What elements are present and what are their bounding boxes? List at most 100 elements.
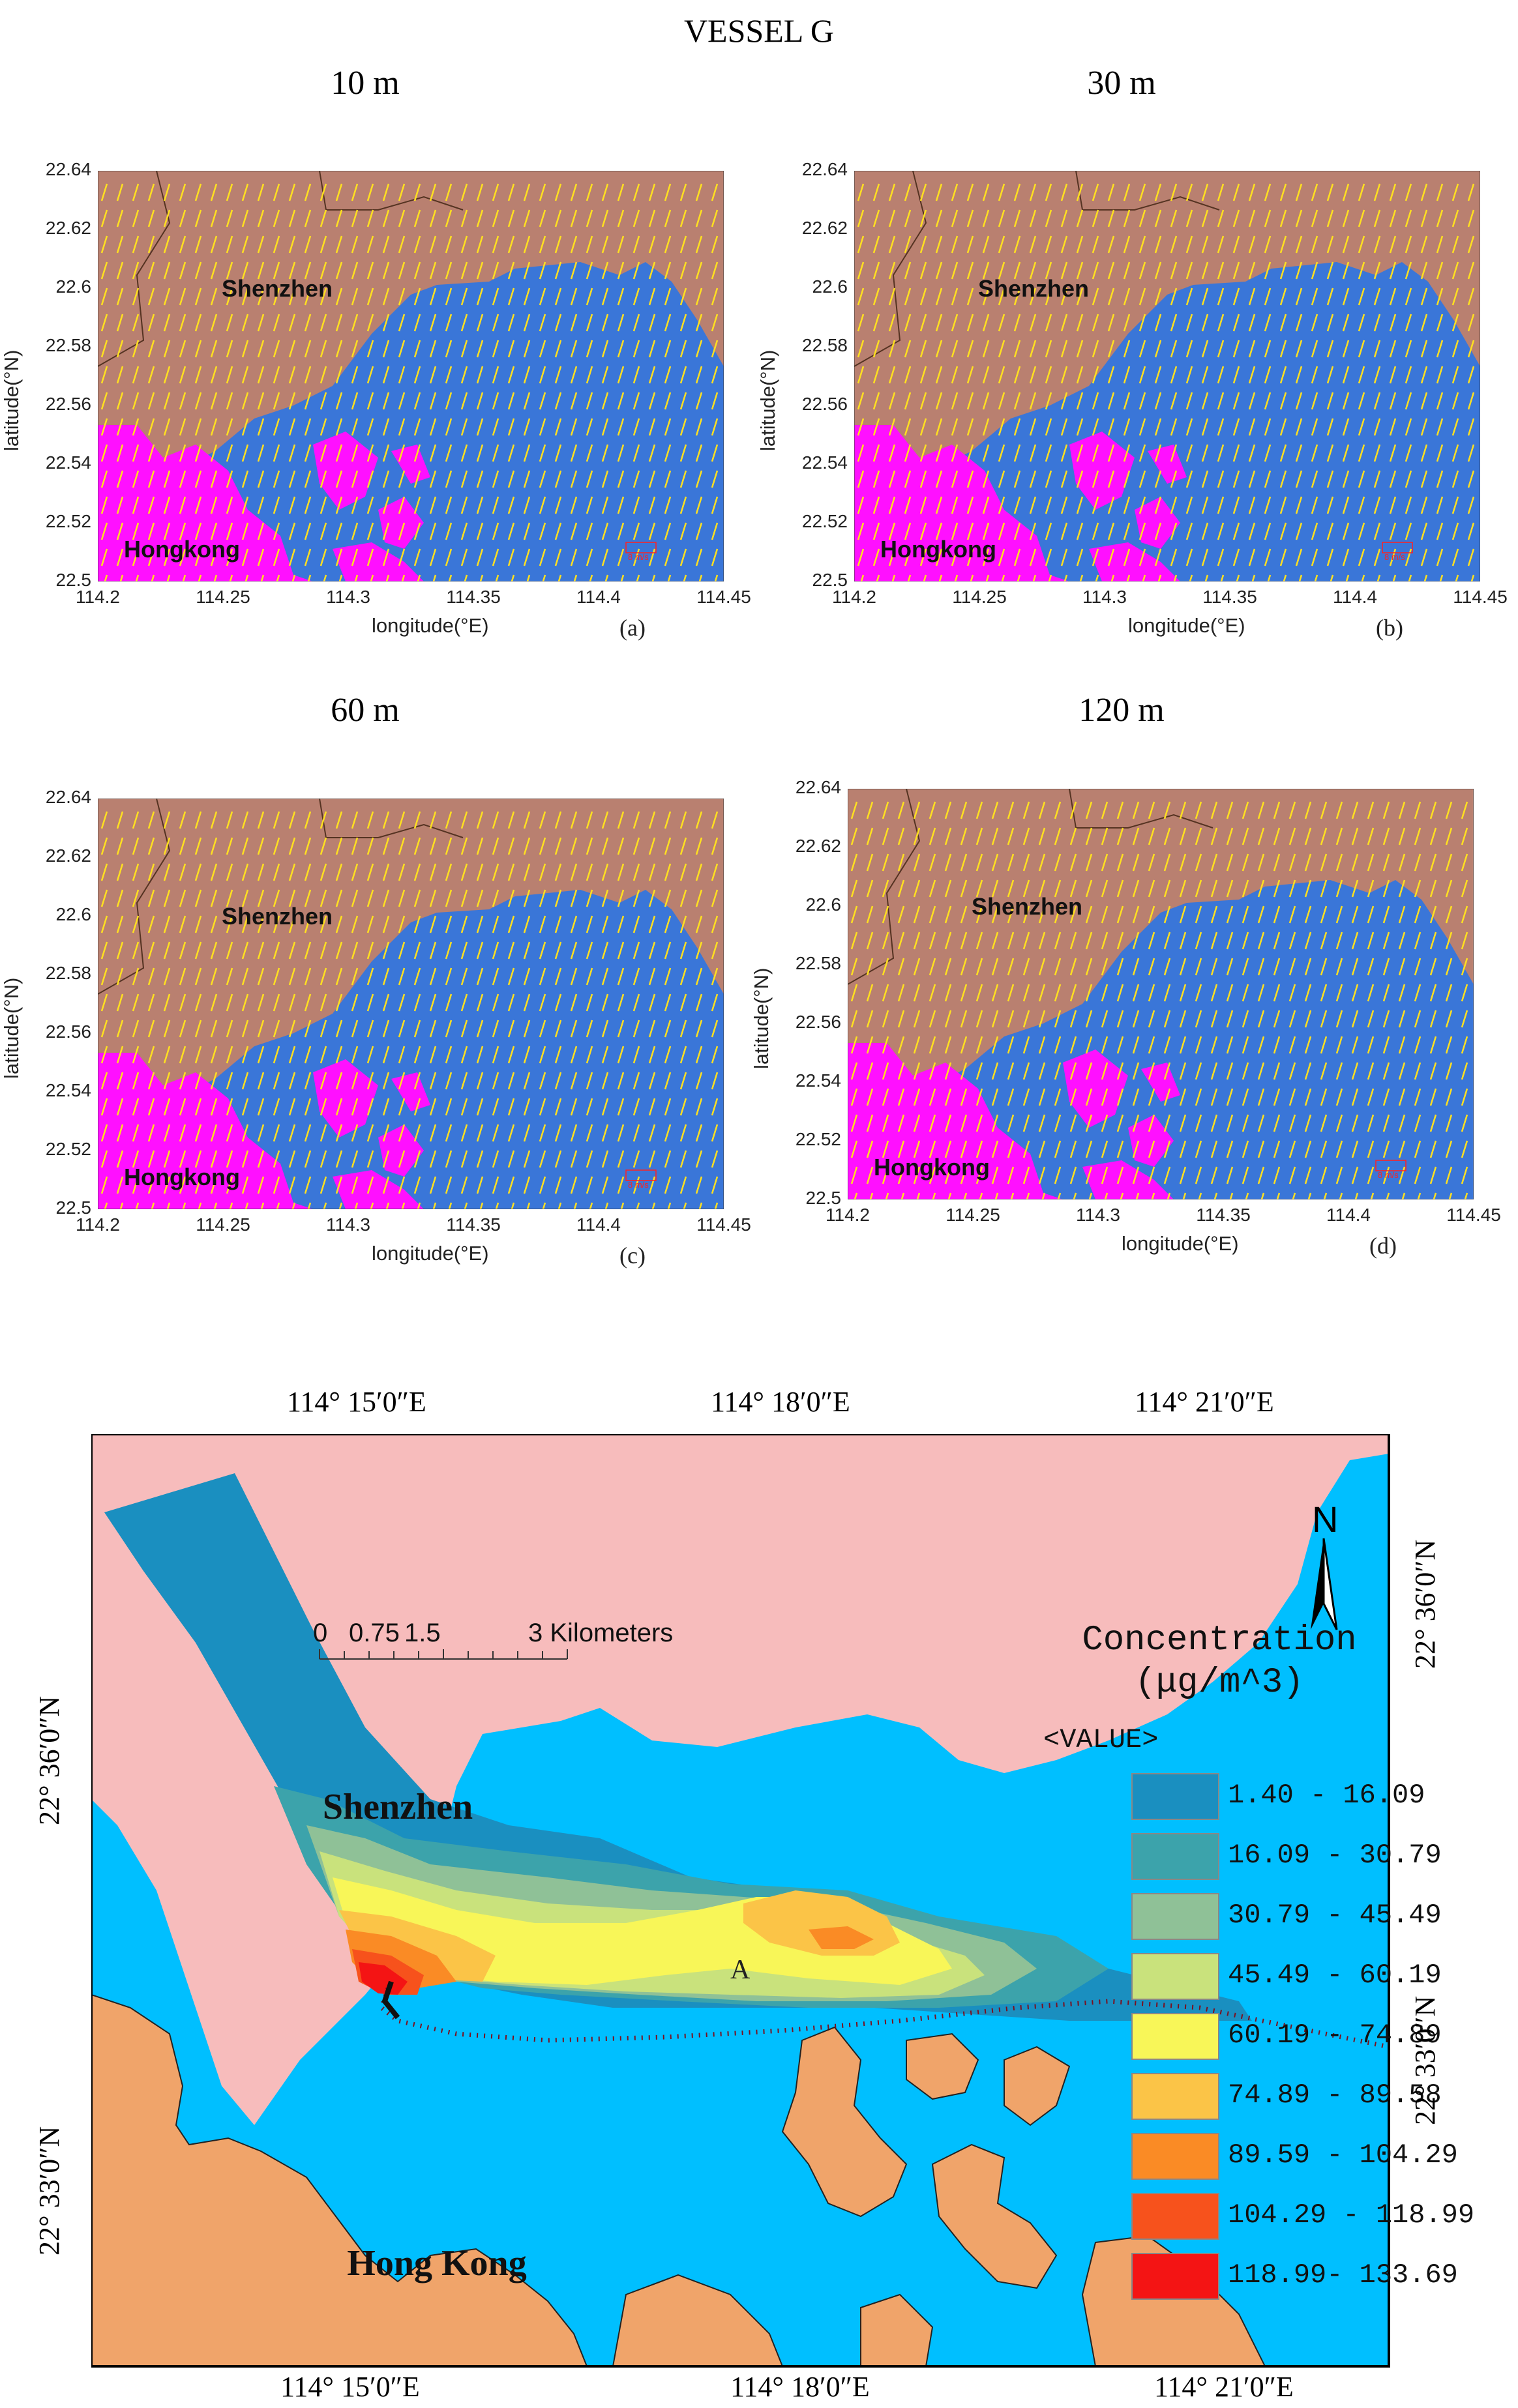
hongkong-label: Hong Kong xyxy=(347,2243,526,2283)
north-label: N xyxy=(1312,1499,1338,1540)
legend-swatch xyxy=(1131,2013,1219,2060)
scale-badge-box xyxy=(1382,542,1413,553)
sea-area xyxy=(848,880,1474,1199)
panel-height-title: 30 m xyxy=(1087,65,1156,102)
bottom-longitude-tick: 114° 18′0″E xyxy=(730,2371,870,2403)
island xyxy=(313,1059,378,1138)
legend-swatch xyxy=(1131,1833,1219,1880)
y-tick-label: 22.62 xyxy=(801,218,848,238)
plume-level-6 xyxy=(339,1890,900,1982)
legend-item: 89.59 - 104.29 xyxy=(1131,2133,1470,2180)
y-tick-label: 22.6 xyxy=(55,904,92,924)
x-tick-label: 114.4 xyxy=(576,1214,621,1235)
y-tick-label: 22.52 xyxy=(801,511,848,531)
x-tick-label: 114.2 xyxy=(832,587,876,607)
island xyxy=(378,1124,424,1177)
y-axis-label: latitude(°N) xyxy=(0,349,23,451)
y-tick-label: 22.54 xyxy=(45,1080,91,1100)
top-longitude-tick: 114° 15′0″E xyxy=(287,1386,426,1418)
y-tick-label: 22.5 xyxy=(812,570,848,590)
island xyxy=(378,497,424,549)
x-tick-label: 114.3 xyxy=(326,1214,370,1235)
plume-level-9 xyxy=(359,1962,408,1995)
land-south xyxy=(98,425,313,581)
legend-item: 45.49 - 60.19 xyxy=(1131,1953,1470,2000)
y-tick-label: 22.6 xyxy=(812,276,848,297)
x-tick-label: 114.4 xyxy=(1333,587,1377,607)
scale-bar-label-1: 0.75 xyxy=(349,1619,400,1647)
x-tick-label: 114.3 xyxy=(1076,1205,1120,1225)
legend-swatch xyxy=(1131,1893,1219,1940)
x-tick-label: 114.45 xyxy=(696,587,751,607)
left-latitude-tick: 22° 33′0″N xyxy=(33,2126,65,2255)
north-arrow-icon xyxy=(1311,1538,1338,1630)
figure-title: VESSEL G xyxy=(683,12,835,49)
land-south xyxy=(98,1053,313,1209)
border-line xyxy=(1069,789,1213,829)
island xyxy=(1082,1160,1174,1199)
x-tick-label: 114.2 xyxy=(76,587,120,607)
island xyxy=(313,432,378,510)
bottom-longitude-tick: 114° 15′0″E xyxy=(280,2371,420,2403)
panel-height-title: 120 m xyxy=(1079,692,1165,729)
y-tick-label: 22.64 xyxy=(45,787,91,807)
border-line xyxy=(98,171,171,367)
shenzhen-land xyxy=(91,1434,1389,2125)
x-tick-label: 114.45 xyxy=(696,1214,751,1235)
right-latitude-tick: 22° 33′0″N xyxy=(1409,1995,1441,2125)
y-tick-label: 22.52 xyxy=(45,511,91,531)
point-a-label: A xyxy=(730,1955,751,1985)
x-tick-label: 114.35 xyxy=(1196,1205,1251,1225)
legend-range-label: 104.29 - 118.99 xyxy=(1228,2199,1475,2231)
y-tick-label: 22.58 xyxy=(795,953,841,973)
y-tick-label: 22.5 xyxy=(55,1197,92,1218)
scale-badge: 8 m/s xyxy=(628,552,649,562)
scale-badge: 8 m/s xyxy=(1384,552,1405,562)
bottom-longitude-tick: 114° 21′0″E xyxy=(1154,2371,1294,2403)
border-line xyxy=(1075,171,1220,211)
x-tick-label: 114.45 xyxy=(1453,587,1508,607)
scale-badge: 8 m/s xyxy=(1378,1170,1399,1180)
island xyxy=(1069,432,1135,510)
y-tick-label: 22.62 xyxy=(795,836,841,856)
x-axis-label: longitude(°E) xyxy=(372,1242,489,1265)
legend-range-label: 118.99- 133.69 xyxy=(1228,2259,1458,2291)
island xyxy=(1063,1050,1128,1128)
island xyxy=(333,542,424,581)
y-tick-label: 22.64 xyxy=(801,159,848,179)
panel-height-title: 10 m xyxy=(331,65,400,102)
border-line xyxy=(319,171,464,211)
x-axis-label: longitude(°E) xyxy=(1122,1232,1239,1255)
legend-item: 74.89 - 89.58 xyxy=(1131,2073,1470,2120)
land-south xyxy=(848,1043,1063,1199)
y-tick-label: 22.54 xyxy=(801,452,848,473)
legend-title: Concentration xyxy=(1082,1621,1356,1660)
hongkong-label: Hongkong xyxy=(880,536,996,563)
left-latitude-tick: 22° 36′0″N xyxy=(33,1696,65,1825)
wind-map-panel-d xyxy=(848,789,1474,1199)
concentration-map-canvas: 0 0.75 1.5 3 Kilometers N Shenzhen Hong … xyxy=(90,1433,1390,2368)
border-line xyxy=(319,799,464,838)
top-longitude-tick: 114° 18′0″E xyxy=(711,1386,850,1418)
y-tick-label: 22.64 xyxy=(795,777,841,797)
y-tick-label: 22.5 xyxy=(805,1188,842,1208)
y-tick-label: 22.58 xyxy=(45,963,91,983)
wind-map-panel-b xyxy=(854,171,1480,581)
y-tick-label: 22.58 xyxy=(801,335,848,355)
border-line xyxy=(848,789,921,985)
x-tick-label: 114.2 xyxy=(76,1214,120,1235)
legend-range-label: 16.09 - 30.79 xyxy=(1228,1840,1442,1871)
shenzhen-label: Shenzhen xyxy=(222,275,333,302)
legend-swatch xyxy=(1131,2073,1219,2120)
panel-height-title: 60 m xyxy=(331,692,400,729)
sea-area xyxy=(98,890,724,1209)
x-tick-label: 114.35 xyxy=(1202,587,1257,607)
legend-swatch xyxy=(1131,2193,1219,2240)
map-frame xyxy=(90,1433,1390,2368)
legend-header: <VALUE> xyxy=(1043,1724,1158,1755)
scale-badge: 8 m/s xyxy=(628,1180,649,1190)
panel-letter: (a) xyxy=(619,615,646,641)
y-tick-label: 22.54 xyxy=(45,452,91,473)
hongkong-land xyxy=(91,1993,588,2366)
x-tick-label: 114.25 xyxy=(945,1205,1000,1225)
